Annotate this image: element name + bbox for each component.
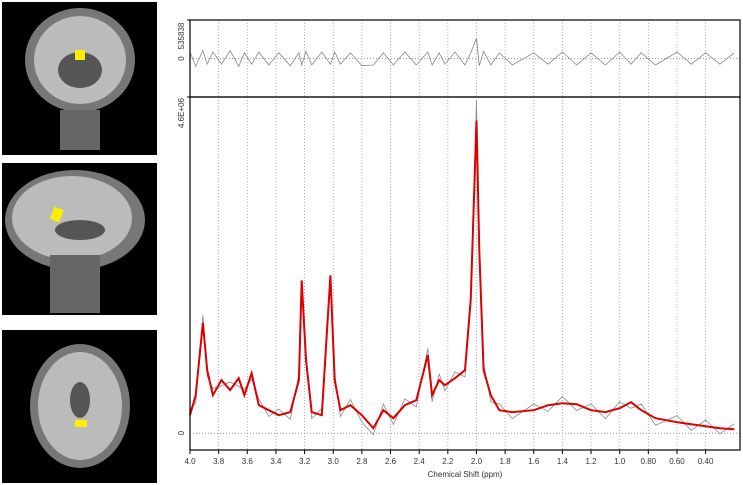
y-tick-label: 4.6E+06: [177, 97, 186, 128]
mri-coronal: [2, 2, 157, 155]
x-tick-label: 2.4: [414, 457, 426, 466]
x-tick-label: 2.8: [356, 457, 368, 466]
plot-frame: [189, 96, 741, 451]
x-tick-label: 2.6: [385, 457, 397, 466]
mri-sagittal: [2, 163, 157, 315]
series-line: [189, 99, 735, 436]
x-tick-label: 3.0: [328, 457, 340, 466]
y-tick-label: 535838: [177, 22, 186, 49]
y-tick-label: 0: [177, 430, 186, 435]
mri-axial: [2, 330, 157, 483]
series-line: [189, 120, 735, 431]
x-tick-label: 0.40: [698, 457, 714, 466]
plot-frame: [189, 19, 741, 98]
x-tick-label: 0.80: [641, 457, 657, 466]
x-tick-label: 1.6: [528, 457, 540, 466]
x-tick-label: 3.4: [270, 457, 282, 466]
x-tick-label: 2.0: [471, 457, 483, 466]
x-tick-label: 3.8: [213, 457, 225, 466]
x-tick-label: 2.2: [442, 457, 454, 466]
x-axis-label: Chemical Shift (ppm): [428, 470, 503, 479]
x-tick-label: 1.2: [585, 457, 597, 466]
y-tick-label: 0: [177, 56, 186, 61]
x-tick-label: 0.60: [669, 457, 685, 466]
x-tick-label: 4.0: [184, 457, 196, 466]
x-tick-label: 1.4: [557, 457, 569, 466]
x-tick-label: 3.2: [299, 457, 311, 466]
x-tick-label: 1.8: [500, 457, 512, 466]
x-tick-label: 3.6: [242, 457, 254, 466]
series-line: [189, 38, 735, 68]
x-tick-label: 1.0: [614, 457, 626, 466]
